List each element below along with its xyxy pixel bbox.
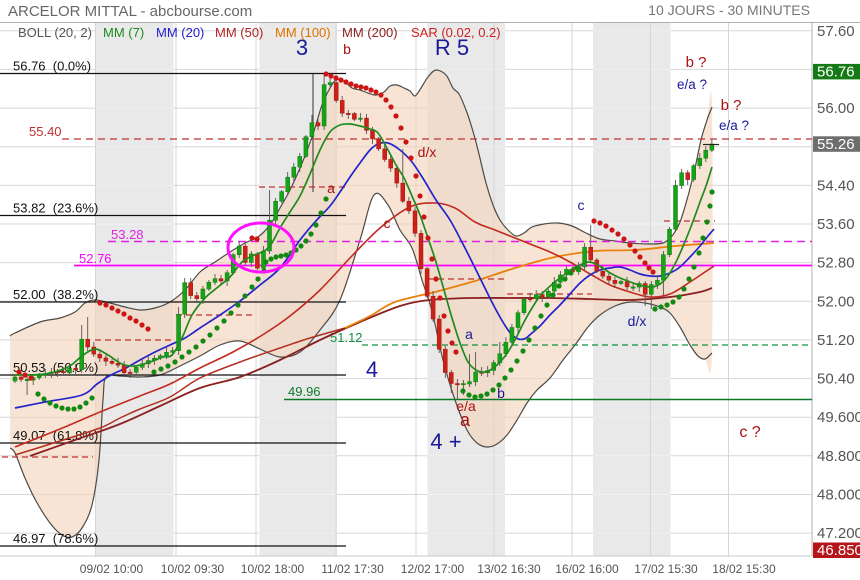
svg-text:MM (7): MM (7) bbox=[103, 25, 144, 40]
svg-text:16/02 16:00: 16/02 16:00 bbox=[555, 562, 619, 576]
svg-text:09/02 10:00: 09/02 10:00 bbox=[80, 562, 144, 576]
svg-text:c ?: c ? bbox=[739, 424, 760, 441]
svg-text:MM (50): MM (50) bbox=[215, 25, 263, 40]
svg-text:55.40: 55.40 bbox=[29, 124, 62, 139]
svg-text:b ?: b ? bbox=[721, 97, 742, 114]
svg-text:R 5: R 5 bbox=[435, 35, 469, 60]
svg-text:53.28: 53.28 bbox=[111, 227, 144, 242]
svg-text:56.76 (0.0%): 56.76 (0.0%) bbox=[13, 59, 91, 74]
svg-text:48.800: 48.800 bbox=[817, 448, 860, 465]
svg-text:52.76: 52.76 bbox=[79, 251, 112, 266]
svg-text:10 JOURS - 30 MINUTES: 10 JOURS - 30 MINUTES bbox=[648, 2, 810, 18]
svg-text:12/02 17:00: 12/02 17:00 bbox=[401, 562, 465, 576]
svg-text:SAR (0.02, 0.2): SAR (0.02, 0.2) bbox=[411, 25, 501, 40]
svg-text:49.96: 49.96 bbox=[288, 384, 321, 399]
svg-text:d/x: d/x bbox=[628, 313, 647, 329]
svg-text:a: a bbox=[465, 326, 473, 342]
svg-text:53.60: 53.60 bbox=[817, 216, 855, 233]
svg-text:46.97 (78.6%): 46.97 (78.6%) bbox=[13, 531, 98, 546]
svg-text:b ?: b ? bbox=[686, 54, 707, 71]
svg-text:BOLL (20, 2): BOLL (20, 2) bbox=[18, 25, 92, 40]
svg-text:51.20: 51.20 bbox=[817, 332, 855, 349]
svg-text:56.00: 56.00 bbox=[817, 100, 855, 117]
svg-text:10/02 18:00: 10/02 18:00 bbox=[241, 562, 305, 576]
svg-text:10/02 09:30: 10/02 09:30 bbox=[161, 562, 225, 576]
svg-text:57.60: 57.60 bbox=[817, 23, 855, 40]
svg-text:e/a ?: e/a ? bbox=[677, 77, 707, 92]
svg-text:e/a ?: e/a ? bbox=[719, 118, 749, 133]
svg-text:MM (100): MM (100) bbox=[275, 25, 331, 40]
svg-text:56.76: 56.76 bbox=[817, 64, 855, 81]
svg-text:17/02 15:30: 17/02 15:30 bbox=[634, 562, 698, 576]
svg-text:3: 3 bbox=[296, 35, 308, 60]
svg-text:18/02 15:30: 18/02 15:30 bbox=[712, 562, 776, 576]
svg-text:50.53 (50.0%): 50.53 (50.0%) bbox=[13, 360, 98, 375]
svg-text:49.600: 49.600 bbox=[817, 409, 860, 426]
svg-text:b: b bbox=[343, 41, 351, 57]
svg-text:MM (20): MM (20) bbox=[156, 25, 204, 40]
svg-text:48.000: 48.000 bbox=[817, 487, 860, 504]
svg-text:46.850: 46.850 bbox=[817, 542, 860, 559]
svg-text:MM (200): MM (200) bbox=[342, 25, 398, 40]
svg-text:e/a: e/a bbox=[456, 398, 476, 414]
svg-text:54.40: 54.40 bbox=[817, 177, 855, 194]
svg-text:c: c bbox=[384, 215, 391, 231]
svg-text:d/x: d/x bbox=[418, 144, 437, 160]
svg-text:53.82 (23.6%): 53.82 (23.6%) bbox=[13, 201, 98, 216]
svg-text:a: a bbox=[460, 410, 471, 430]
svg-text:b: b bbox=[497, 385, 505, 401]
svg-text:ARCELOR MITTAL - abcbourse.com: ARCELOR MITTAL - abcbourse.com bbox=[8, 3, 252, 20]
svg-text:c: c bbox=[578, 197, 585, 213]
svg-text:11/02 17:30: 11/02 17:30 bbox=[321, 562, 384, 576]
svg-text:13/02 16:30: 13/02 16:30 bbox=[477, 562, 541, 576]
svg-text:4: 4 bbox=[366, 357, 378, 382]
svg-text:52.00 (38.2%): 52.00 (38.2%) bbox=[13, 287, 98, 302]
svg-text:a: a bbox=[327, 180, 335, 196]
svg-text:47.200: 47.200 bbox=[817, 525, 860, 542]
svg-text:50.40: 50.40 bbox=[817, 371, 855, 388]
svg-text:52.80: 52.80 bbox=[817, 255, 855, 272]
svg-text:51.12: 51.12 bbox=[330, 330, 363, 345]
svg-text:4 +: 4 + bbox=[430, 429, 461, 454]
svg-text:52.00: 52.00 bbox=[817, 293, 855, 310]
svg-text:55.26: 55.26 bbox=[817, 136, 855, 153]
